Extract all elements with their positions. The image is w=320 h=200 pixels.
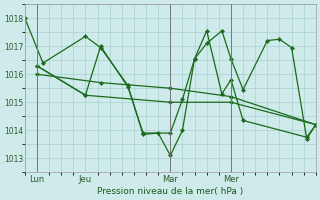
X-axis label: Pression niveau de la mer( hPa ): Pression niveau de la mer( hPa ) [97,187,244,196]
